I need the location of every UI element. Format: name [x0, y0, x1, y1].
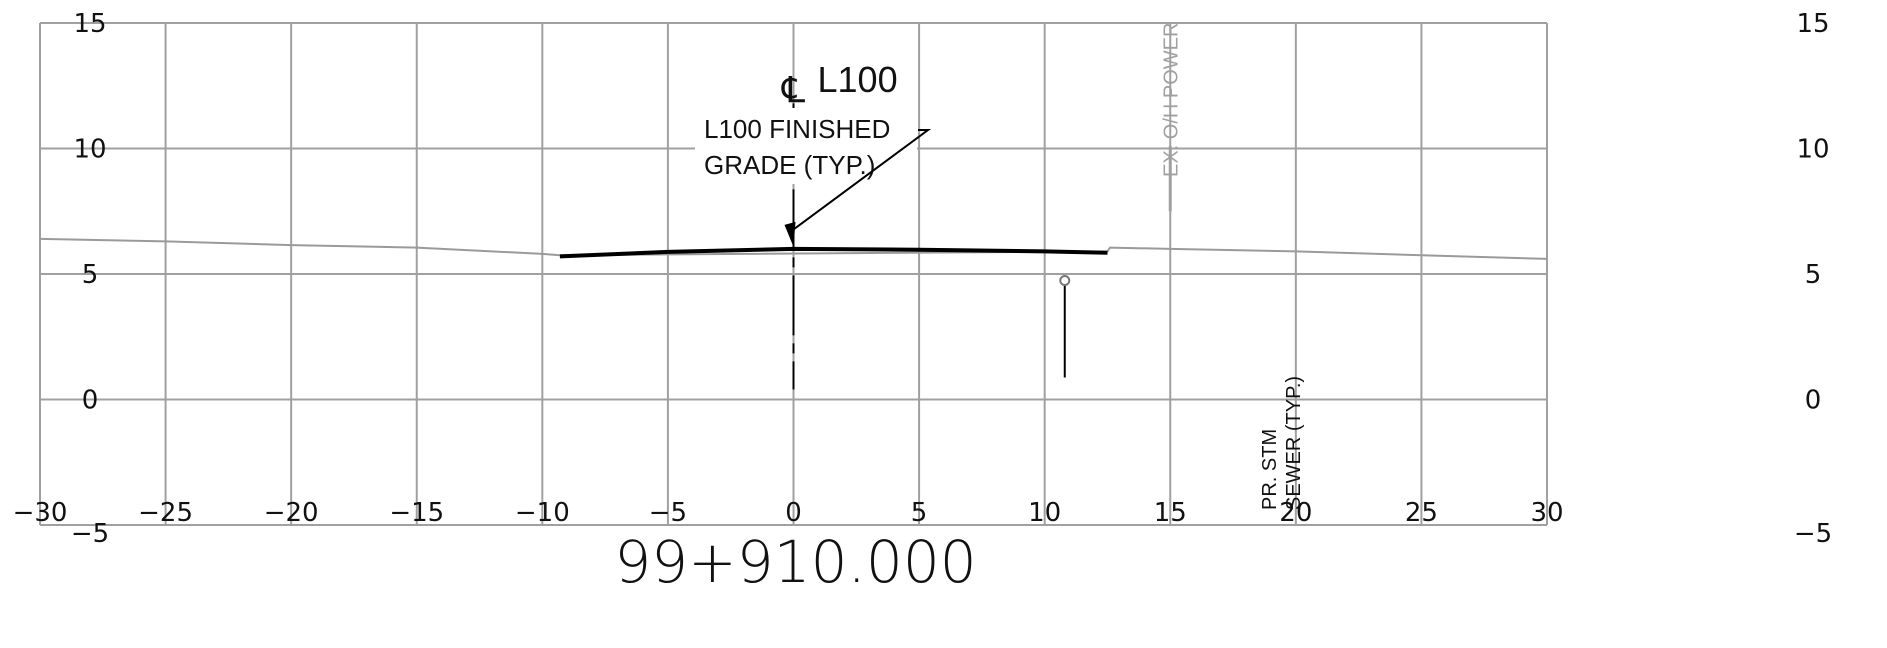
y-tick-label-left: 15 — [73, 9, 106, 39]
x-tick-label: 15 — [1154, 498, 1187, 528]
y-tick-label-right: 10 — [1796, 135, 1829, 165]
tick-labels: −30 −25 −20 −15 −10 −5 0 5 10 15 20 25 30 −5 −5 0 0 5 5 10 1… — [13, 9, 1833, 549]
x-tick-label: −15 — [389, 498, 444, 528]
profile-lines — [39, 237, 1548, 260]
finished-grade-note-background — [695, 108, 917, 184]
y-tick-label-right: 15 — [1796, 9, 1829, 39]
storm-sewer-marker — [1059, 275, 1071, 287]
centerline-symbol: ℄ — [781, 69, 805, 110]
x-tick-label: 20 — [1279, 498, 1312, 528]
x-tick-label: −10 — [515, 498, 570, 528]
x-tick-label: −25 — [138, 498, 193, 528]
centerline-label: L100 — [818, 59, 898, 100]
y-tick-label-right: 0 — [1805, 386, 1822, 416]
y-tick-label-left: −5 — [71, 519, 109, 549]
y-tick-label-right: −5 — [1794, 519, 1832, 549]
storm-sewer-note-line1: PR. STM — [1259, 429, 1281, 510]
finished-grade-note-line2: GRADE (TYP.) — [704, 150, 875, 180]
station-label: 99+910.000 — [614, 528, 976, 596]
finished-grade-line — [559, 246, 1108, 259]
x-tick-label: 5 — [911, 498, 928, 528]
x-tick-label: 10 — [1028, 498, 1061, 528]
x-tick-label: −20 — [264, 498, 319, 528]
y-tick-label-right: 5 — [1805, 260, 1822, 290]
y-tick-label-left: 0 — [82, 386, 99, 416]
station-label-background — [770, 528, 1140, 592]
y-tick-label-left: 5 — [82, 260, 99, 290]
x-tick-label: 25 — [1405, 498, 1438, 528]
finished-grade-arrowhead — [784, 221, 796, 247]
finished-grade-note-line1: L100 FINISHED — [704, 114, 890, 144]
finished-grade-leader — [790, 129, 932, 232]
annotations: ℄ L100 L100 FINISHED GRADE (TYP.) PR. ST… — [614, 23, 1305, 596]
existing-ground-line — [39, 237, 1548, 260]
x-tick-label: 0 — [785, 498, 802, 528]
x-tick-label: −30 — [13, 498, 68, 528]
storm-sewer-note-line2: SEWER (TYP.) — [1283, 376, 1305, 510]
y-tick-label-left: 10 — [73, 135, 106, 165]
x-tick-label: 30 — [1530, 498, 1563, 528]
x-tick-label: −5 — [649, 498, 687, 528]
power-note: EX. O/H POWER — [1160, 23, 1182, 177]
